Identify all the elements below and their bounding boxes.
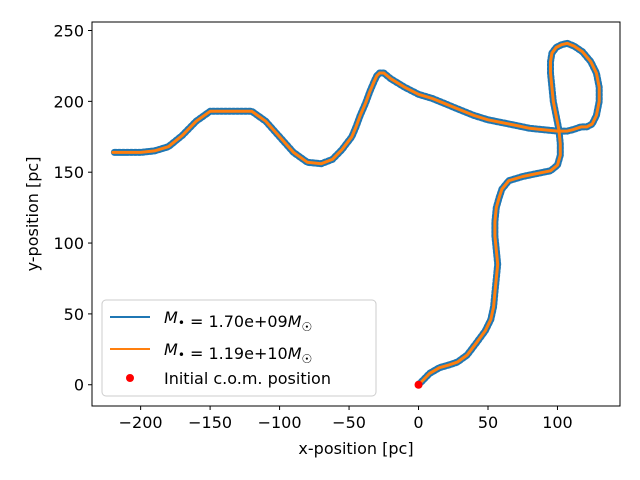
x-tick-label: −100	[258, 413, 302, 432]
y-tick-label: 100	[53, 234, 84, 253]
y-axis-ticks: 0 50 100 150 200 250	[53, 22, 92, 395]
y-tick-label: 200	[53, 92, 84, 111]
series-line	[111, 41, 601, 387]
legend-label: M• = 1.70e+09M☉	[164, 308, 312, 334]
y-tick-label: 250	[53, 22, 84, 41]
x-tick-label: 0	[413, 413, 423, 432]
plot-area	[109, 39, 603, 389]
y-tick-label: 50	[64, 305, 84, 324]
x-axis-label: x-position [pc]	[298, 439, 413, 458]
y-tick-label: 150	[53, 163, 84, 182]
legend-marker	[126, 374, 134, 382]
series-2	[111, 41, 601, 387]
x-tick-label: −150	[188, 413, 232, 432]
legend: M• = 1.70e+09M☉ M• = 1.19e+10M☉ Initial c.…	[101, 299, 377, 397]
axes-frame	[91, 21, 621, 407]
legend-box	[101, 299, 377, 397]
y-axis-label: y-position [pc]	[23, 157, 42, 272]
x-tick-label: −50	[332, 413, 366, 432]
legend-label: M• = 1.19e+10M☉	[164, 340, 312, 366]
y-tick-label: 0	[74, 376, 84, 395]
initial-position-marker	[414, 380, 423, 389]
x-axis-ticks: −200 −150 −100 −50 0 50 100	[119, 406, 573, 432]
x-tick-label: 50	[478, 413, 498, 432]
x-tick-label: 100	[542, 413, 573, 432]
x-tick-label: −200	[119, 413, 163, 432]
legend-label: Initial c.o.m. position	[164, 369, 331, 388]
